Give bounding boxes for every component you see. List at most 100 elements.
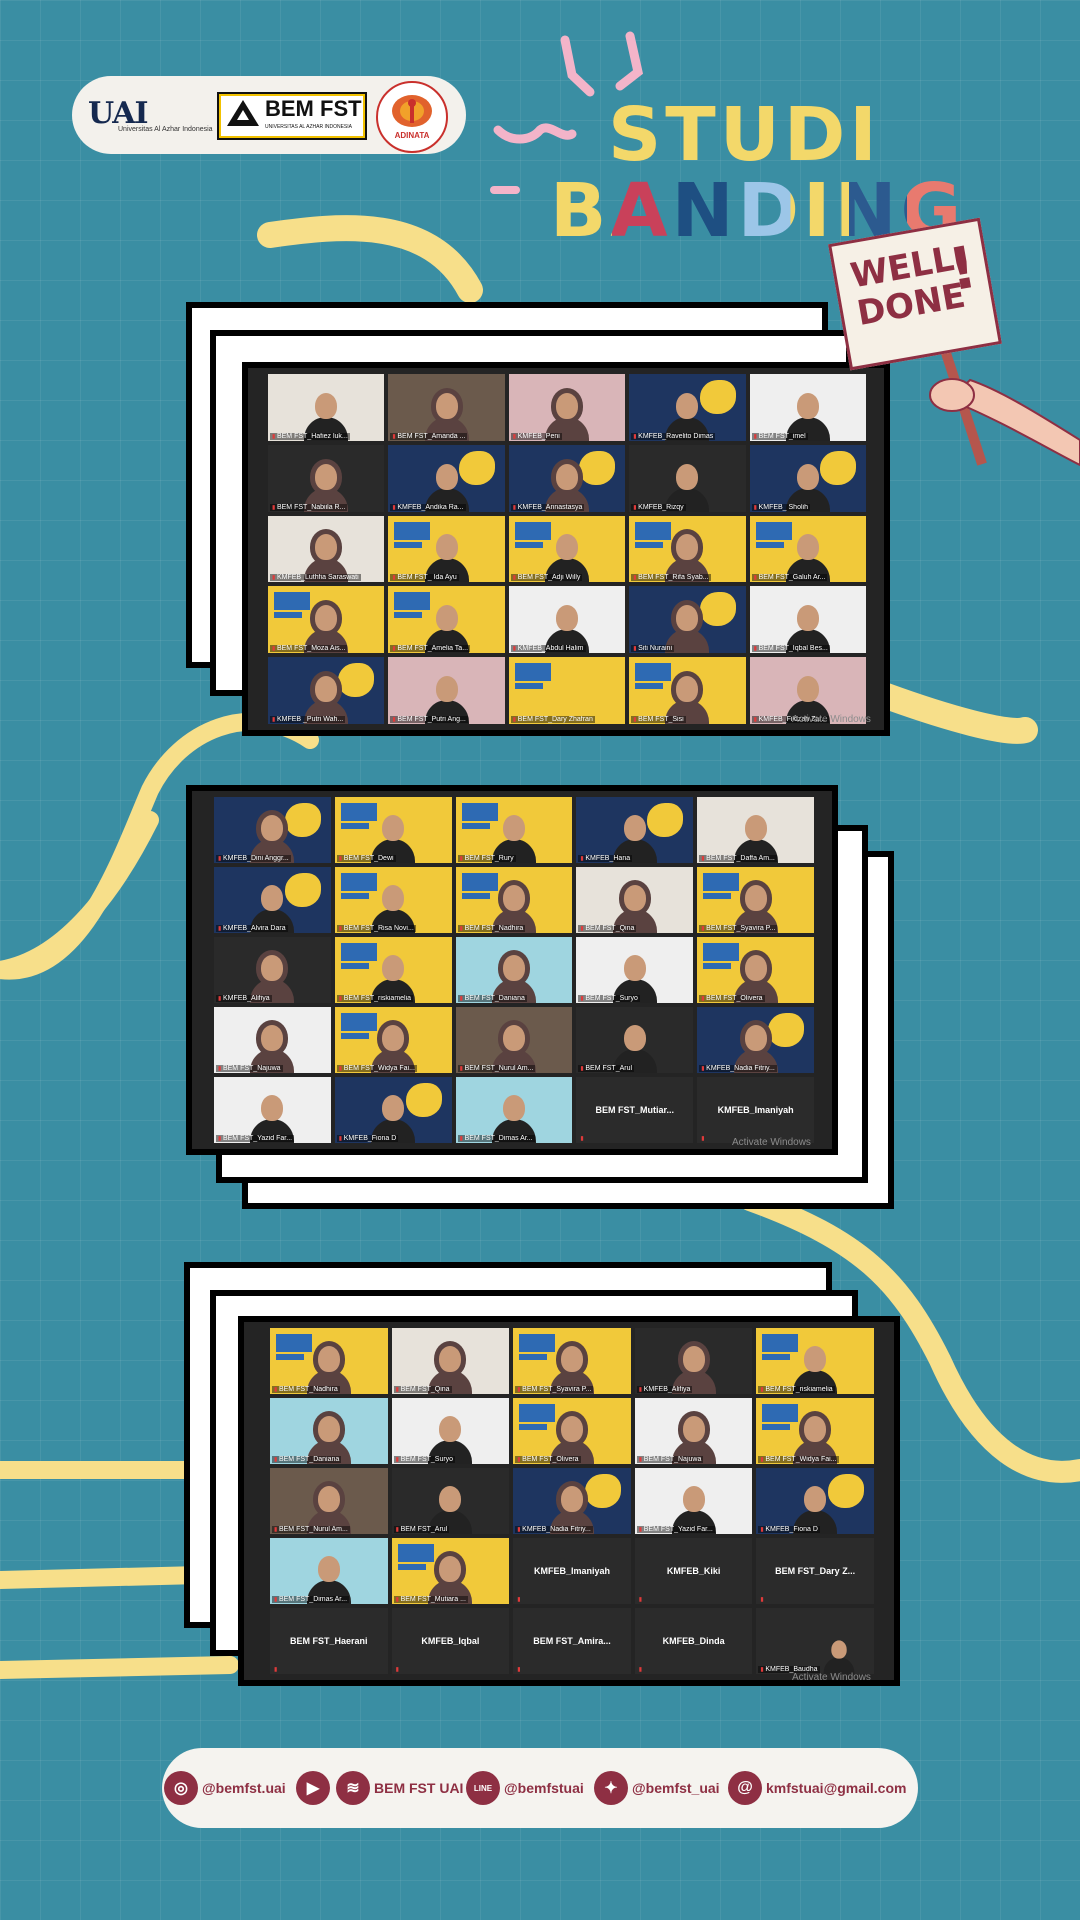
participant-tile[interactable]: BEM FST_Rifa Syab...: [629, 515, 746, 583]
participant-name-center: BEM FST_Dary Z...: [775, 1566, 856, 1576]
participant-head: [796, 463, 819, 490]
participant-tile[interactable]: BEM FST_Mutiar...: [576, 1077, 694, 1143]
meeting-grid-3: BEM FST_Nadhira BEM FST_Qina BEM FST_Syavi…: [238, 1316, 900, 1686]
participant-head: [676, 605, 699, 632]
participant-tile[interactable]: KMFEB_Hana: [576, 797, 694, 863]
participant-head: [382, 1095, 405, 1121]
participant-tile[interactable]: BEM FST_ Ida Ayu: [388, 515, 505, 583]
participant-tile[interactable]: BEM FST_Iqbal Bes...: [749, 586, 866, 654]
participant-tile[interactable]: BEM FST_Daniana: [455, 937, 573, 1003]
participant-tile[interactable]: BEM FST_Daffa Am...: [697, 797, 814, 863]
participant-tile[interactable]: BEM FST_Amira...: [513, 1608, 631, 1674]
participant-tile[interactable]: KMFEB_Alifiya: [214, 937, 331, 1003]
participant-tile[interactable]: KMFEB_Kiki: [634, 1538, 753, 1604]
participant-tile[interactable]: BEM FST_Amanda ...: [388, 374, 505, 441]
participant-tile[interactable]: BEM FST_riskiamelia: [334, 937, 452, 1003]
participant-tile[interactable]: BEM FST_Haerani: [270, 1608, 388, 1674]
footer-spotify[interactable]: ≋ BEM FST UAI: [336, 1770, 463, 1806]
participant-tile[interactable]: KMFEB_Annastasya: [508, 444, 626, 512]
participant-tile[interactable]: BEM FST_Widya Fai...: [334, 1007, 452, 1073]
participant-tile[interactable]: BEM FST_Dimas Ar...: [455, 1077, 573, 1143]
mute-indicator-icon: [758, 1596, 765, 1603]
footer-twitter[interactable]: ✦ @bemfst_uai: [594, 1770, 720, 1806]
participant-tile[interactable]: BEM FST_Qina: [576, 867, 694, 933]
participant-tile[interactable]: KMFEB_Dinda: [634, 1608, 753, 1674]
participant-tile[interactable]: BEM FST_Suryo: [391, 1398, 510, 1464]
participant-name: BEM FST_Arul: [578, 1065, 635, 1072]
participant-tile[interactable]: BEM FST_Suryo: [576, 937, 694, 1003]
meeting-screenshot-stack-2: KMFEB_Dini Anggr... BEM FST_Dewi BEM FST_R…: [186, 785, 896, 1215]
participant-tile[interactable]: KMFEB_Imaniyah: [697, 1077, 814, 1143]
participant-tile[interactable]: BEM FST_Dary Zhafran: [508, 657, 626, 724]
footer-email[interactable]: @ kmfstuai@gmail.com: [728, 1770, 906, 1806]
participant-tile[interactable]: KMFEB _Putri Wah...: [268, 657, 385, 724]
participant-head: [435, 463, 458, 490]
participant-tile[interactable]: BEM FST_Nadhira: [270, 1328, 388, 1394]
participant-tile[interactable]: BEM FST_Najuwa: [214, 1007, 331, 1073]
participant-tile[interactable]: BEM FST_Yazid Far...: [634, 1468, 753, 1534]
participant-tile[interactable]: BEM FST_Hafiez luk...: [268, 374, 385, 441]
mute-indicator-icon: [699, 1135, 706, 1142]
participant-tile[interactable]: BEM FST_Arul: [576, 1007, 694, 1073]
participant-tile[interactable]: KMFEB_Fiona D: [334, 1077, 452, 1143]
participant-tile[interactable]: BEM FST_Adji Willy: [508, 515, 626, 583]
participant-tile[interactable]: BEM FST_Nadhira: [455, 867, 573, 933]
participant-tile[interactable]: BEM FST_Nurul Am...: [270, 1468, 388, 1534]
participant-tile[interactable]: BEM FST_Dary Z...: [756, 1538, 874, 1604]
participant-tile[interactable]: KMFEB_Nadia Fitriy...: [513, 1468, 631, 1534]
participant-tile[interactable]: KMFEB_Peni: [508, 374, 626, 441]
participant-tile[interactable]: BEM FST_Dimas Ar...: [270, 1538, 388, 1604]
participant-name: KMFEB_Dini Anggr...: [216, 855, 291, 862]
participant-name: KMFEB_Abdul Halim: [510, 645, 586, 653]
footer-line[interactable]: LINE @bemfstuai: [466, 1770, 584, 1806]
participant-tile[interactable]: BEM FST_Qina: [391, 1328, 510, 1394]
participant-tile[interactable]: BEM FST_Putri Ang...: [388, 657, 505, 724]
participant-tile[interactable]: BEM FST_Sisi: [629, 657, 746, 724]
tile-blob-decoration: [827, 1474, 864, 1508]
participant-tile[interactable]: BEM FST_Dewi: [334, 797, 452, 863]
participant-tile[interactable]: BEM FST_Nurul Am...: [455, 1007, 573, 1073]
participant-tile[interactable]: BEM FST_Amelia Ta...: [388, 586, 505, 654]
participant-tile[interactable]: KMFEB_Baudha: [756, 1608, 874, 1674]
participant-tile[interactable]: KMFEB_Luthfia Saraswati: [268, 515, 385, 583]
participant-tile[interactable]: BEM FST_Olivera: [513, 1398, 631, 1464]
participant-tile[interactable]: BEM FST_Galuh Ar...: [749, 515, 866, 583]
participant-tile[interactable]: BEM FST_riskiamelia: [756, 1328, 874, 1394]
participant-tile[interactable]: KMFEB_Nadia Fitriy...: [697, 1007, 814, 1073]
title-studi-text: STUDI: [608, 92, 881, 178]
participant-tile[interactable]: KMFEB_Abdul Halim: [508, 586, 626, 654]
participant-tile[interactable]: KMFEB_ Sholih: [749, 444, 866, 512]
participant-tile[interactable]: KMFEB_Rizqy: [629, 444, 746, 512]
footer-instagram[interactable]: ◎ @bemfst.uai: [164, 1770, 286, 1806]
participant-tile[interactable]: BEM FST_Arul: [391, 1468, 510, 1534]
participant-tile[interactable]: BEM FST_Yazid Far...: [214, 1077, 331, 1143]
participant-tile[interactable]: BEM FST_imel: [749, 374, 866, 441]
participant-tile[interactable]: KMFEB_Fildzah Zar...: [749, 657, 866, 724]
participant-tile[interactable]: KMFEB_Iqbal: [391, 1608, 510, 1674]
participant-tile[interactable]: KMFEB_Andika Ra...: [388, 444, 505, 512]
participant-tile[interactable]: BEM FST_Daniana: [270, 1398, 388, 1464]
participant-tile[interactable]: BEM FST_Moza Ais...: [268, 586, 385, 654]
meeting-grid-2: KMFEB_Dini Anggr... BEM FST_Dewi BEM FST_R…: [186, 785, 838, 1155]
participant-name: BEM FST_Dimas Ar...: [272, 1596, 350, 1603]
footer-instagram-handle: @bemfst.uai: [202, 1780, 286, 1796]
participant-tile[interactable]: BEM FST_Syavira P...: [513, 1328, 631, 1394]
participant-name: KMFEB_Rizqy: [631, 503, 686, 511]
participant-tile[interactable]: BEM FST_Risa Novi...: [334, 867, 452, 933]
participant-tile[interactable]: KMFEB_Alvira Dara: [214, 867, 331, 933]
participant-tile[interactable]: BEM FST_Mutiara ...: [391, 1538, 510, 1604]
participant-tile[interactable]: KMFEB_Ravelito Dimas: [629, 374, 746, 441]
participant-tile[interactable]: BEM FST_Rury: [455, 797, 573, 863]
participant-tile[interactable]: Siti Nuraini: [629, 586, 746, 654]
participant-tile[interactable]: BEM FST_Nabiila R...: [268, 444, 385, 512]
participant-tile[interactable]: KMFEB_Alifiya: [634, 1328, 753, 1394]
participant-tile[interactable]: BEM FST_Syavira P...: [697, 867, 814, 933]
participant-tile[interactable]: BEM FST_Najuwa: [634, 1398, 753, 1464]
participant-tile[interactable]: BEM FST_Olivera: [697, 937, 814, 1003]
participant-tile[interactable]: BEM FST_Widya Fai...: [756, 1398, 874, 1464]
footer-youtube[interactable]: ▶: [296, 1770, 330, 1806]
participant-tile[interactable]: KMFEB_Imaniyah: [513, 1538, 631, 1604]
participant-tile[interactable]: KMFEB_Dini Anggr...: [214, 797, 331, 863]
participant-name: BEM FST_Dimas Ar...: [457, 1135, 535, 1142]
participant-tile[interactable]: KMFEB_Fiona D: [756, 1468, 874, 1534]
